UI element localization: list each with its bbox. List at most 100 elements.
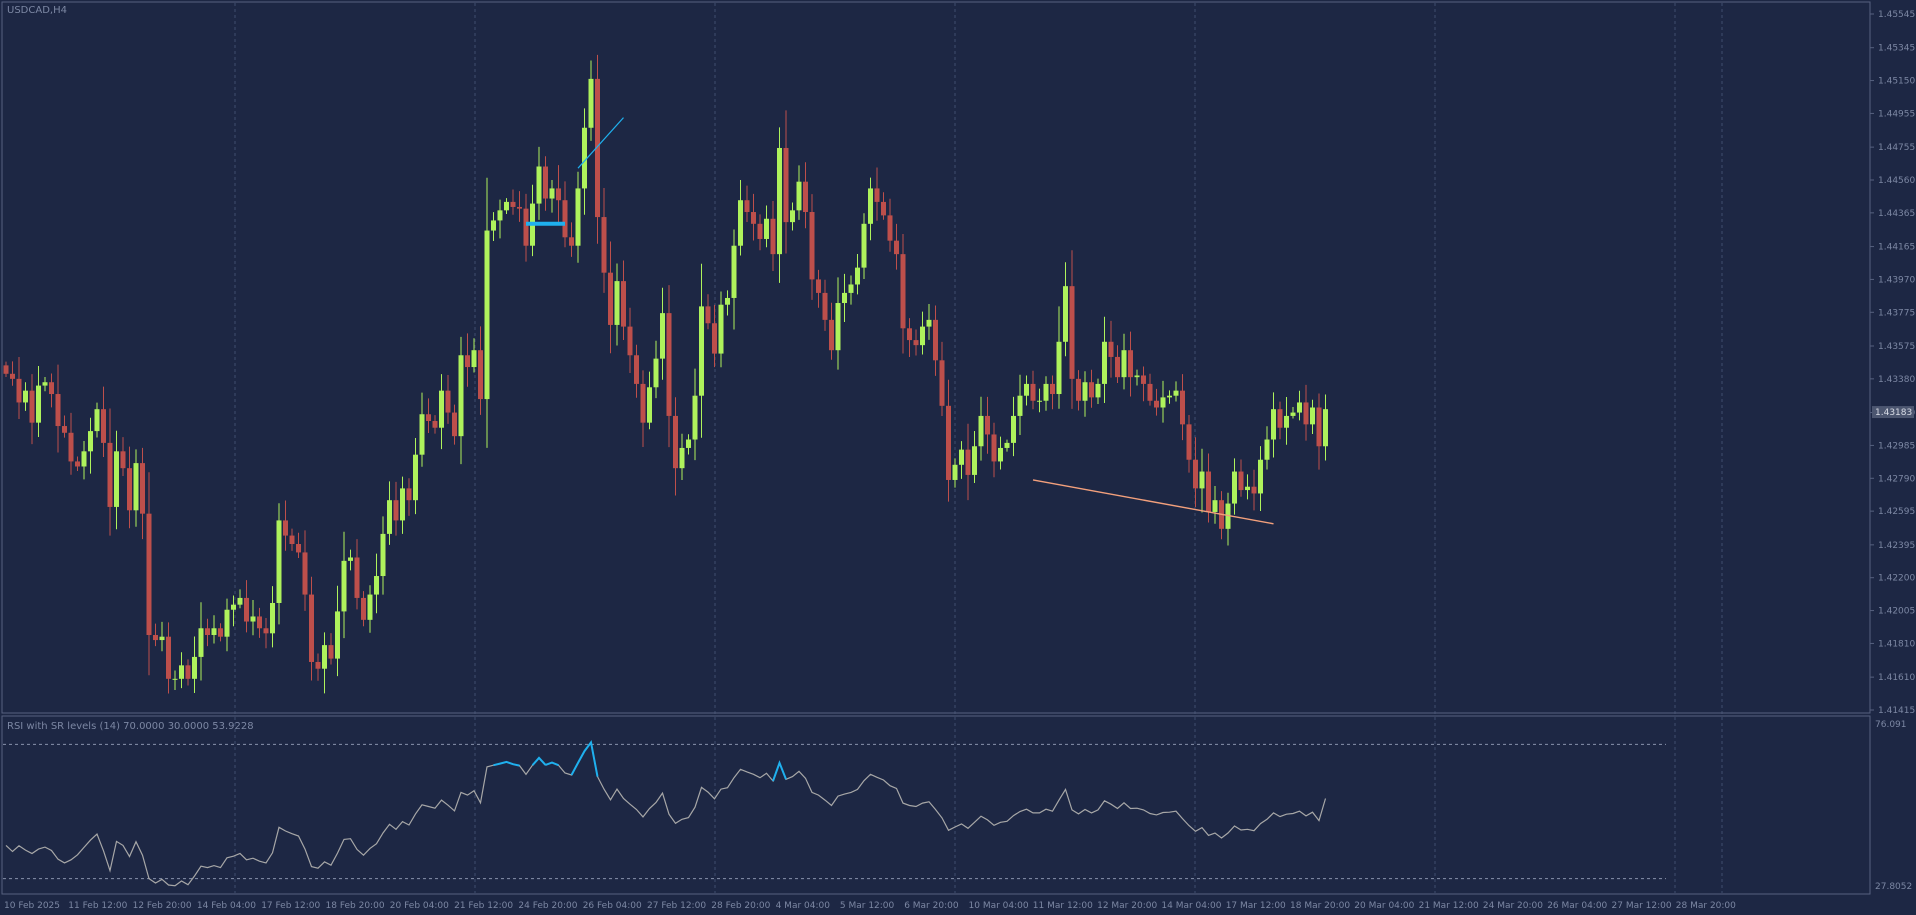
bullish-candle bbox=[335, 611, 340, 659]
rsi-overbought-segment bbox=[772, 760, 787, 782]
bearish-candle bbox=[107, 442, 113, 507]
bearish-candle bbox=[127, 468, 132, 511]
bullish-candle bbox=[614, 281, 620, 325]
bearish-candle bbox=[153, 635, 158, 641]
bullish-candle bbox=[380, 533, 386, 577]
bearish-candle bbox=[1147, 383, 1153, 401]
time-tick-label: 6 Mar 20:00 bbox=[904, 901, 959, 911]
time-tick-label: 12 Feb 20:00 bbox=[133, 901, 192, 911]
bullish-candle bbox=[1095, 383, 1101, 398]
bullish-candle bbox=[322, 645, 327, 669]
bullish-candle bbox=[998, 447, 1003, 462]
bullish-candle bbox=[575, 188, 581, 246]
price-tick-label: 1.41810 bbox=[1878, 639, 1915, 649]
bearish-candle bbox=[465, 355, 470, 368]
time-tick-label: 27 Feb 12:00 bbox=[647, 901, 706, 911]
bearish-candle bbox=[68, 432, 74, 462]
bullish-candle bbox=[1056, 341, 1062, 395]
bearish-candle bbox=[302, 552, 308, 595]
bearish-candle bbox=[309, 594, 314, 662]
bearish-candle bbox=[140, 463, 145, 514]
time-tick-label: 18 Mar 20:00 bbox=[1290, 901, 1350, 911]
price-tick-label: 1.44560 bbox=[1878, 176, 1915, 186]
bearish-candle bbox=[29, 390, 35, 423]
time-tick-label: 24 Mar 20:00 bbox=[1483, 901, 1543, 911]
bearish-candle bbox=[887, 215, 893, 241]
bullish-trend-line[interactable] bbox=[577, 117, 624, 169]
price-tick-label: 1.42985 bbox=[1878, 441, 1915, 451]
price-axis: 1.45545 1.45345 1.45150 1.44955 1.44755 1.445… bbox=[1870, 10, 1915, 892]
time-tick-label: 17 Mar 12:00 bbox=[1226, 901, 1286, 911]
rsi-overbought-segment bbox=[531, 756, 547, 766]
bullish-candle bbox=[959, 449, 964, 465]
bullish-candle bbox=[231, 604, 236, 610]
bearish-candle bbox=[354, 557, 360, 598]
rsi-overbought-segment bbox=[493, 760, 520, 767]
bearish-candle bbox=[744, 200, 750, 213]
bullish-candle bbox=[1264, 439, 1270, 460]
bearish-candle bbox=[185, 665, 191, 679]
bearish-candle bbox=[803, 181, 808, 213]
bullish-candle bbox=[497, 210, 503, 221]
bearish-candle bbox=[822, 292, 828, 320]
bullish-candle bbox=[198, 628, 204, 657]
bearish-candle bbox=[640, 383, 646, 423]
bullish-candle bbox=[1290, 412, 1296, 416]
bullish-candle bbox=[400, 488, 405, 521]
price-tick-label: 1.42200 bbox=[1878, 574, 1915, 584]
bullish-candle bbox=[1297, 402, 1302, 413]
bearish-candle bbox=[205, 628, 210, 636]
bearish-candle bbox=[257, 616, 262, 629]
time-tick-label: 21 Mar 12:00 bbox=[1419, 901, 1479, 911]
bullish-candle bbox=[1063, 286, 1068, 342]
bearish-candle bbox=[10, 373, 15, 379]
bullish-candle bbox=[549, 188, 555, 199]
bullish-candle bbox=[686, 439, 691, 448]
bearish-candle bbox=[556, 188, 561, 201]
bullish-candle bbox=[731, 245, 737, 298]
bullish-candle bbox=[88, 431, 93, 452]
bearish-candle bbox=[101, 409, 106, 443]
bullish-candle bbox=[36, 385, 41, 423]
bullish-candle bbox=[374, 576, 379, 595]
bullish-candle bbox=[172, 678, 178, 680]
bullish-candle bbox=[504, 201, 509, 211]
bullish-candle bbox=[81, 451, 87, 467]
price-tick-label: 1.41415 bbox=[1878, 706, 1915, 716]
bearish-candle bbox=[263, 628, 269, 634]
bearish-candle bbox=[608, 272, 613, 325]
divergence-trend-line[interactable] bbox=[1032, 479, 1274, 525]
main-pane-border bbox=[1, 1, 1871, 714]
bearish-candle bbox=[1069, 286, 1075, 379]
bearish-candle bbox=[49, 382, 54, 395]
trend-lines[interactable] bbox=[526, 117, 1274, 525]
bullish-candle bbox=[920, 326, 925, 346]
bearish-candle bbox=[75, 461, 80, 467]
bullish-candle bbox=[725, 297, 730, 305]
bullish-candle bbox=[348, 557, 353, 561]
bearish-candle bbox=[1186, 424, 1192, 460]
bearish-candle bbox=[829, 319, 834, 351]
bullish-candle bbox=[484, 230, 490, 400]
time-tick-label: 17 Feb 12:00 bbox=[261, 901, 320, 911]
price-tick-label: 1.42005 bbox=[1878, 607, 1915, 617]
bearish-candle bbox=[913, 340, 919, 346]
time-tick-label: 24 Feb 20:00 bbox=[518, 901, 577, 911]
bearish-candle bbox=[933, 319, 938, 361]
bullish-candle bbox=[1082, 382, 1088, 401]
bearish-candle bbox=[432, 420, 438, 428]
bearish-candle bbox=[146, 513, 152, 636]
time-tick-label: 26 Mar 04:00 bbox=[1547, 901, 1607, 911]
price-tick-label: 1.45150 bbox=[1878, 77, 1915, 87]
price-tick-label: 1.44365 bbox=[1878, 209, 1915, 219]
bearish-candle bbox=[517, 206, 522, 209]
bearish-candle bbox=[1108, 341, 1114, 357]
bullish-candle bbox=[1258, 459, 1263, 494]
bullish-candle bbox=[692, 395, 698, 440]
bearish-candle bbox=[946, 405, 951, 480]
bearish-candle bbox=[283, 520, 288, 536]
bearish-candle bbox=[1316, 407, 1322, 447]
bearish-candle bbox=[783, 147, 789, 223]
